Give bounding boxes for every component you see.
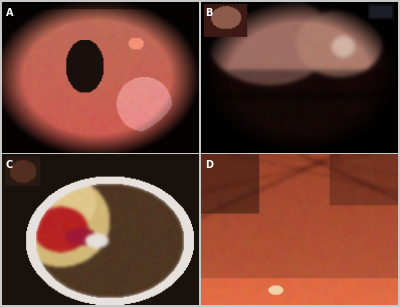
Text: B: B	[205, 8, 212, 17]
Text: A: A	[6, 8, 14, 17]
Text: D: D	[205, 161, 213, 170]
Text: C: C	[6, 161, 13, 170]
